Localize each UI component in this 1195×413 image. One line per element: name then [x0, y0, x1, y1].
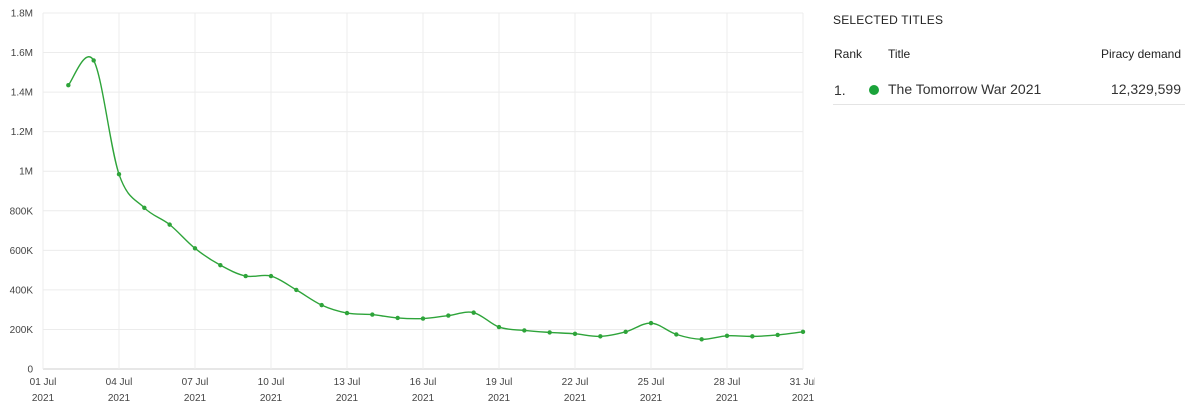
- x-tick-year-label: 2021: [488, 393, 511, 404]
- data-point[interactable]: [522, 328, 527, 333]
- y-tick-label: 1.8M: [11, 9, 33, 20]
- x-tick-year-label: 2021: [564, 393, 587, 404]
- x-tick-label: 13 Jul: [334, 377, 361, 388]
- y-tick-label: 1.6M: [11, 48, 33, 59]
- series-layer: [66, 56, 806, 342]
- data-point[interactable]: [446, 313, 451, 318]
- x-tick-label: 04 Jul: [106, 377, 133, 388]
- data-point[interactable]: [496, 324, 502, 330]
- data-point[interactable]: [116, 171, 122, 177]
- panel-title: SELECTED TITLES: [833, 13, 944, 27]
- x-tick-year-label: 2021: [716, 393, 739, 404]
- x-tick-year-label: 2021: [260, 393, 283, 404]
- data-point[interactable]: [243, 273, 248, 279]
- title-header: Title: [888, 47, 911, 61]
- piracy-demand-value: 12,329,599: [1110, 81, 1181, 97]
- data-point[interactable]: [547, 330, 552, 335]
- x-tick-year-label: 2021: [792, 393, 815, 404]
- y-tick-label: 600K: [10, 246, 34, 257]
- data-point[interactable]: [598, 334, 603, 339]
- x-tick-year-label: 2021: [184, 393, 207, 404]
- y-tick-label: 1.2M: [11, 127, 33, 138]
- x-tick-label: 25 Jul: [638, 377, 665, 388]
- title-name: The Tomorrow War 2021: [888, 81, 1042, 97]
- y-tick-label: 800K: [10, 206, 34, 217]
- line-chart: 0 200K 400K 600K 800K 1M 1.2M 1.4M 1.6M 1.8M 01 J…: [10, 9, 815, 405]
- x-tick-label: 28 Jul: [714, 377, 741, 388]
- data-point[interactable]: [724, 333, 730, 338]
- title-row[interactable]: 1. The Tomorrow War 2021 12,329,599: [833, 76, 1185, 105]
- y-tick-label: 1M: [19, 167, 33, 178]
- data-point[interactable]: [800, 329, 806, 335]
- x-tick-label: 10 Jul: [258, 377, 285, 388]
- data-point[interactable]: [268, 273, 274, 279]
- x-tick-label: 07 Jul: [182, 377, 209, 388]
- y-tick-label: 200K: [10, 325, 34, 336]
- y-tick-label: 1.4M: [11, 88, 33, 99]
- data-point[interactable]: [344, 310, 350, 316]
- data-point[interactable]: [623, 329, 628, 335]
- x-tick-label: 01 Jul: [30, 377, 57, 388]
- data-point[interactable]: [192, 246, 198, 251]
- data-point[interactable]: [674, 332, 679, 337]
- x-tick-label: 31 Jul: [790, 377, 815, 388]
- data-point[interactable]: [572, 331, 578, 336]
- x-tick-label: 19 Jul: [486, 377, 513, 388]
- data-point[interactable]: [218, 262, 223, 268]
- series-line: [67, 56, 804, 341]
- rank-header: Rank: [834, 47, 863, 61]
- x-tick-label: 16 Jul: [410, 377, 437, 388]
- x-tick-label: 22 Jul: [562, 377, 589, 388]
- y-axis-ticks: 0 200K 400K 600K 800K 1M 1.2M 1.4M 1.6M 1.8M: [10, 9, 34, 376]
- data-point[interactable]: [750, 334, 755, 339]
- data-point[interactable]: [775, 332, 780, 338]
- data-point[interactable]: [370, 312, 375, 317]
- data-point[interactable]: [294, 287, 299, 293]
- data-point[interactable]: [471, 310, 476, 315]
- data-point[interactable]: [395, 315, 400, 321]
- y-tick-label: 400K: [10, 285, 34, 296]
- data-point[interactable]: [648, 320, 654, 326]
- x-tick-year-label: 2021: [32, 393, 55, 404]
- data-point[interactable]: [66, 82, 71, 88]
- data-point[interactable]: [319, 302, 324, 308]
- grid-lines: [42, 12, 804, 370]
- y-tick-label: 0: [27, 365, 33, 376]
- rank-value: 1.: [834, 82, 846, 98]
- x-tick-year-label: 2021: [336, 393, 359, 404]
- series-color-dot-icon: [869, 85, 879, 95]
- x-tick-year-label: 2021: [640, 393, 663, 404]
- data-point[interactable]: [420, 316, 426, 321]
- data-point[interactable]: [699, 337, 704, 342]
- x-tick-year-label: 2021: [412, 393, 435, 404]
- data-point[interactable]: [167, 222, 172, 227]
- data-point[interactable]: [142, 205, 147, 211]
- x-axis-ticks: 01 Jul 2021 04 Jul 2021 07 Jul 2021 10 Jul 2021…: [30, 377, 815, 404]
- piracy-demand-header: Piracy demand: [1100, 47, 1181, 61]
- x-tick-year-label: 2021: [108, 393, 131, 404]
- data-point[interactable]: [91, 58, 96, 63]
